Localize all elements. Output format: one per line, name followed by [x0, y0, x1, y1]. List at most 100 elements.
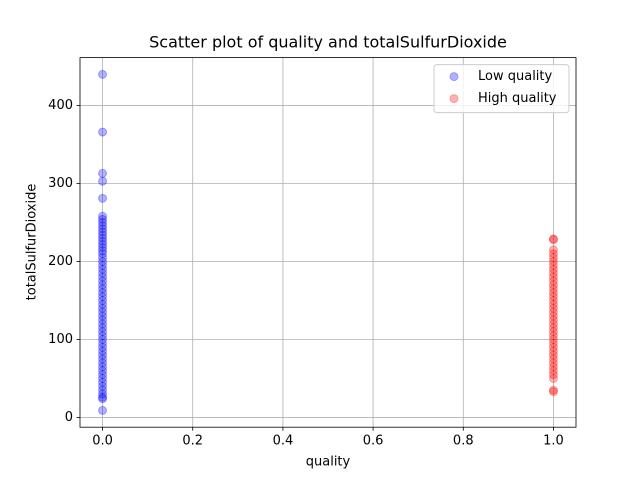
- point: [98, 218, 108, 228]
- point: [548, 370, 558, 380]
- point: [98, 366, 108, 376]
- point: [98, 334, 108, 344]
- chart-title: Scatter plot of quality and totalSulfurD…: [149, 33, 507, 52]
- x-tick-label: 0.4: [273, 434, 294, 449]
- point: [548, 385, 558, 395]
- point: [98, 288, 108, 298]
- point: [548, 288, 558, 298]
- point: [548, 264, 558, 274]
- point: [98, 211, 108, 221]
- x-tick-label: 0.8: [453, 434, 474, 449]
- x-tick-label: 0.6: [363, 434, 384, 449]
- point: [98, 233, 108, 243]
- point: [548, 311, 558, 321]
- point: [98, 264, 108, 274]
- point: [98, 331, 108, 341]
- point: [98, 127, 108, 137]
- legend-box: [433, 64, 570, 114]
- point: [548, 362, 558, 372]
- point: [98, 405, 108, 415]
- point: [98, 224, 108, 234]
- point: [548, 338, 558, 348]
- point: [98, 307, 108, 317]
- point: [98, 381, 108, 391]
- point: [548, 327, 558, 337]
- point: [548, 260, 558, 270]
- point: [548, 249, 558, 259]
- x-tick-label: 0.0: [92, 434, 113, 449]
- point: [98, 311, 108, 321]
- point: [98, 168, 108, 178]
- point: [548, 319, 558, 329]
- point: [548, 303, 558, 313]
- point: [98, 268, 108, 278]
- point: [548, 334, 558, 344]
- point: [98, 323, 108, 333]
- point: [548, 354, 558, 364]
- point: [98, 389, 108, 399]
- point: [98, 249, 108, 259]
- point: [98, 350, 108, 360]
- point: [548, 268, 558, 278]
- point: [98, 239, 108, 249]
- point: [98, 246, 108, 256]
- y-tick-label: 100: [48, 332, 73, 347]
- point: [548, 299, 558, 309]
- point: [98, 227, 108, 237]
- point: [548, 373, 558, 383]
- point: [98, 69, 108, 79]
- plot-frame: [79, 57, 577, 428]
- point: [98, 377, 108, 387]
- point: [98, 284, 108, 294]
- point: [98, 260, 108, 270]
- point: [98, 338, 108, 348]
- point: [98, 385, 108, 395]
- y-tick-label: 300: [48, 176, 73, 191]
- point: [98, 354, 108, 364]
- point: [98, 236, 108, 246]
- point: [98, 221, 108, 231]
- point: [98, 319, 108, 329]
- point: [98, 315, 108, 325]
- point: [548, 272, 558, 282]
- point: [548, 331, 558, 341]
- y-tick-label: 0: [65, 410, 73, 425]
- x-tick-label: 0.2: [182, 434, 203, 449]
- point: [98, 176, 108, 186]
- point: [98, 242, 108, 252]
- point: [548, 276, 558, 286]
- point: [98, 276, 108, 286]
- point: [548, 323, 558, 333]
- point: [98, 370, 108, 380]
- point: [98, 193, 108, 203]
- y-tick-label: 200: [48, 254, 73, 269]
- point: [548, 280, 558, 290]
- point: [548, 235, 558, 245]
- point: [548, 358, 558, 368]
- point: [548, 315, 558, 325]
- point: [98, 299, 108, 309]
- point: [98, 230, 108, 240]
- point: [98, 342, 108, 352]
- point: [98, 346, 108, 356]
- point: [98, 358, 108, 368]
- point: [548, 257, 558, 267]
- y-tick-label: 400: [48, 98, 73, 113]
- point: [98, 257, 108, 267]
- point: [548, 295, 558, 305]
- y-axis-label: totalSulfurDioxide: [25, 184, 40, 301]
- point: [98, 253, 108, 263]
- point: [98, 292, 108, 302]
- point: [548, 346, 558, 356]
- point: [548, 234, 558, 244]
- point: [98, 214, 108, 224]
- x-tick-label: 1.0: [543, 434, 564, 449]
- legend-label: High quality: [478, 91, 557, 106]
- point: [548, 342, 558, 352]
- point: [98, 327, 108, 337]
- point: [548, 387, 558, 397]
- point: [548, 245, 558, 255]
- legend-marker: [449, 72, 459, 82]
- x-axis-label: quality: [306, 455, 351, 470]
